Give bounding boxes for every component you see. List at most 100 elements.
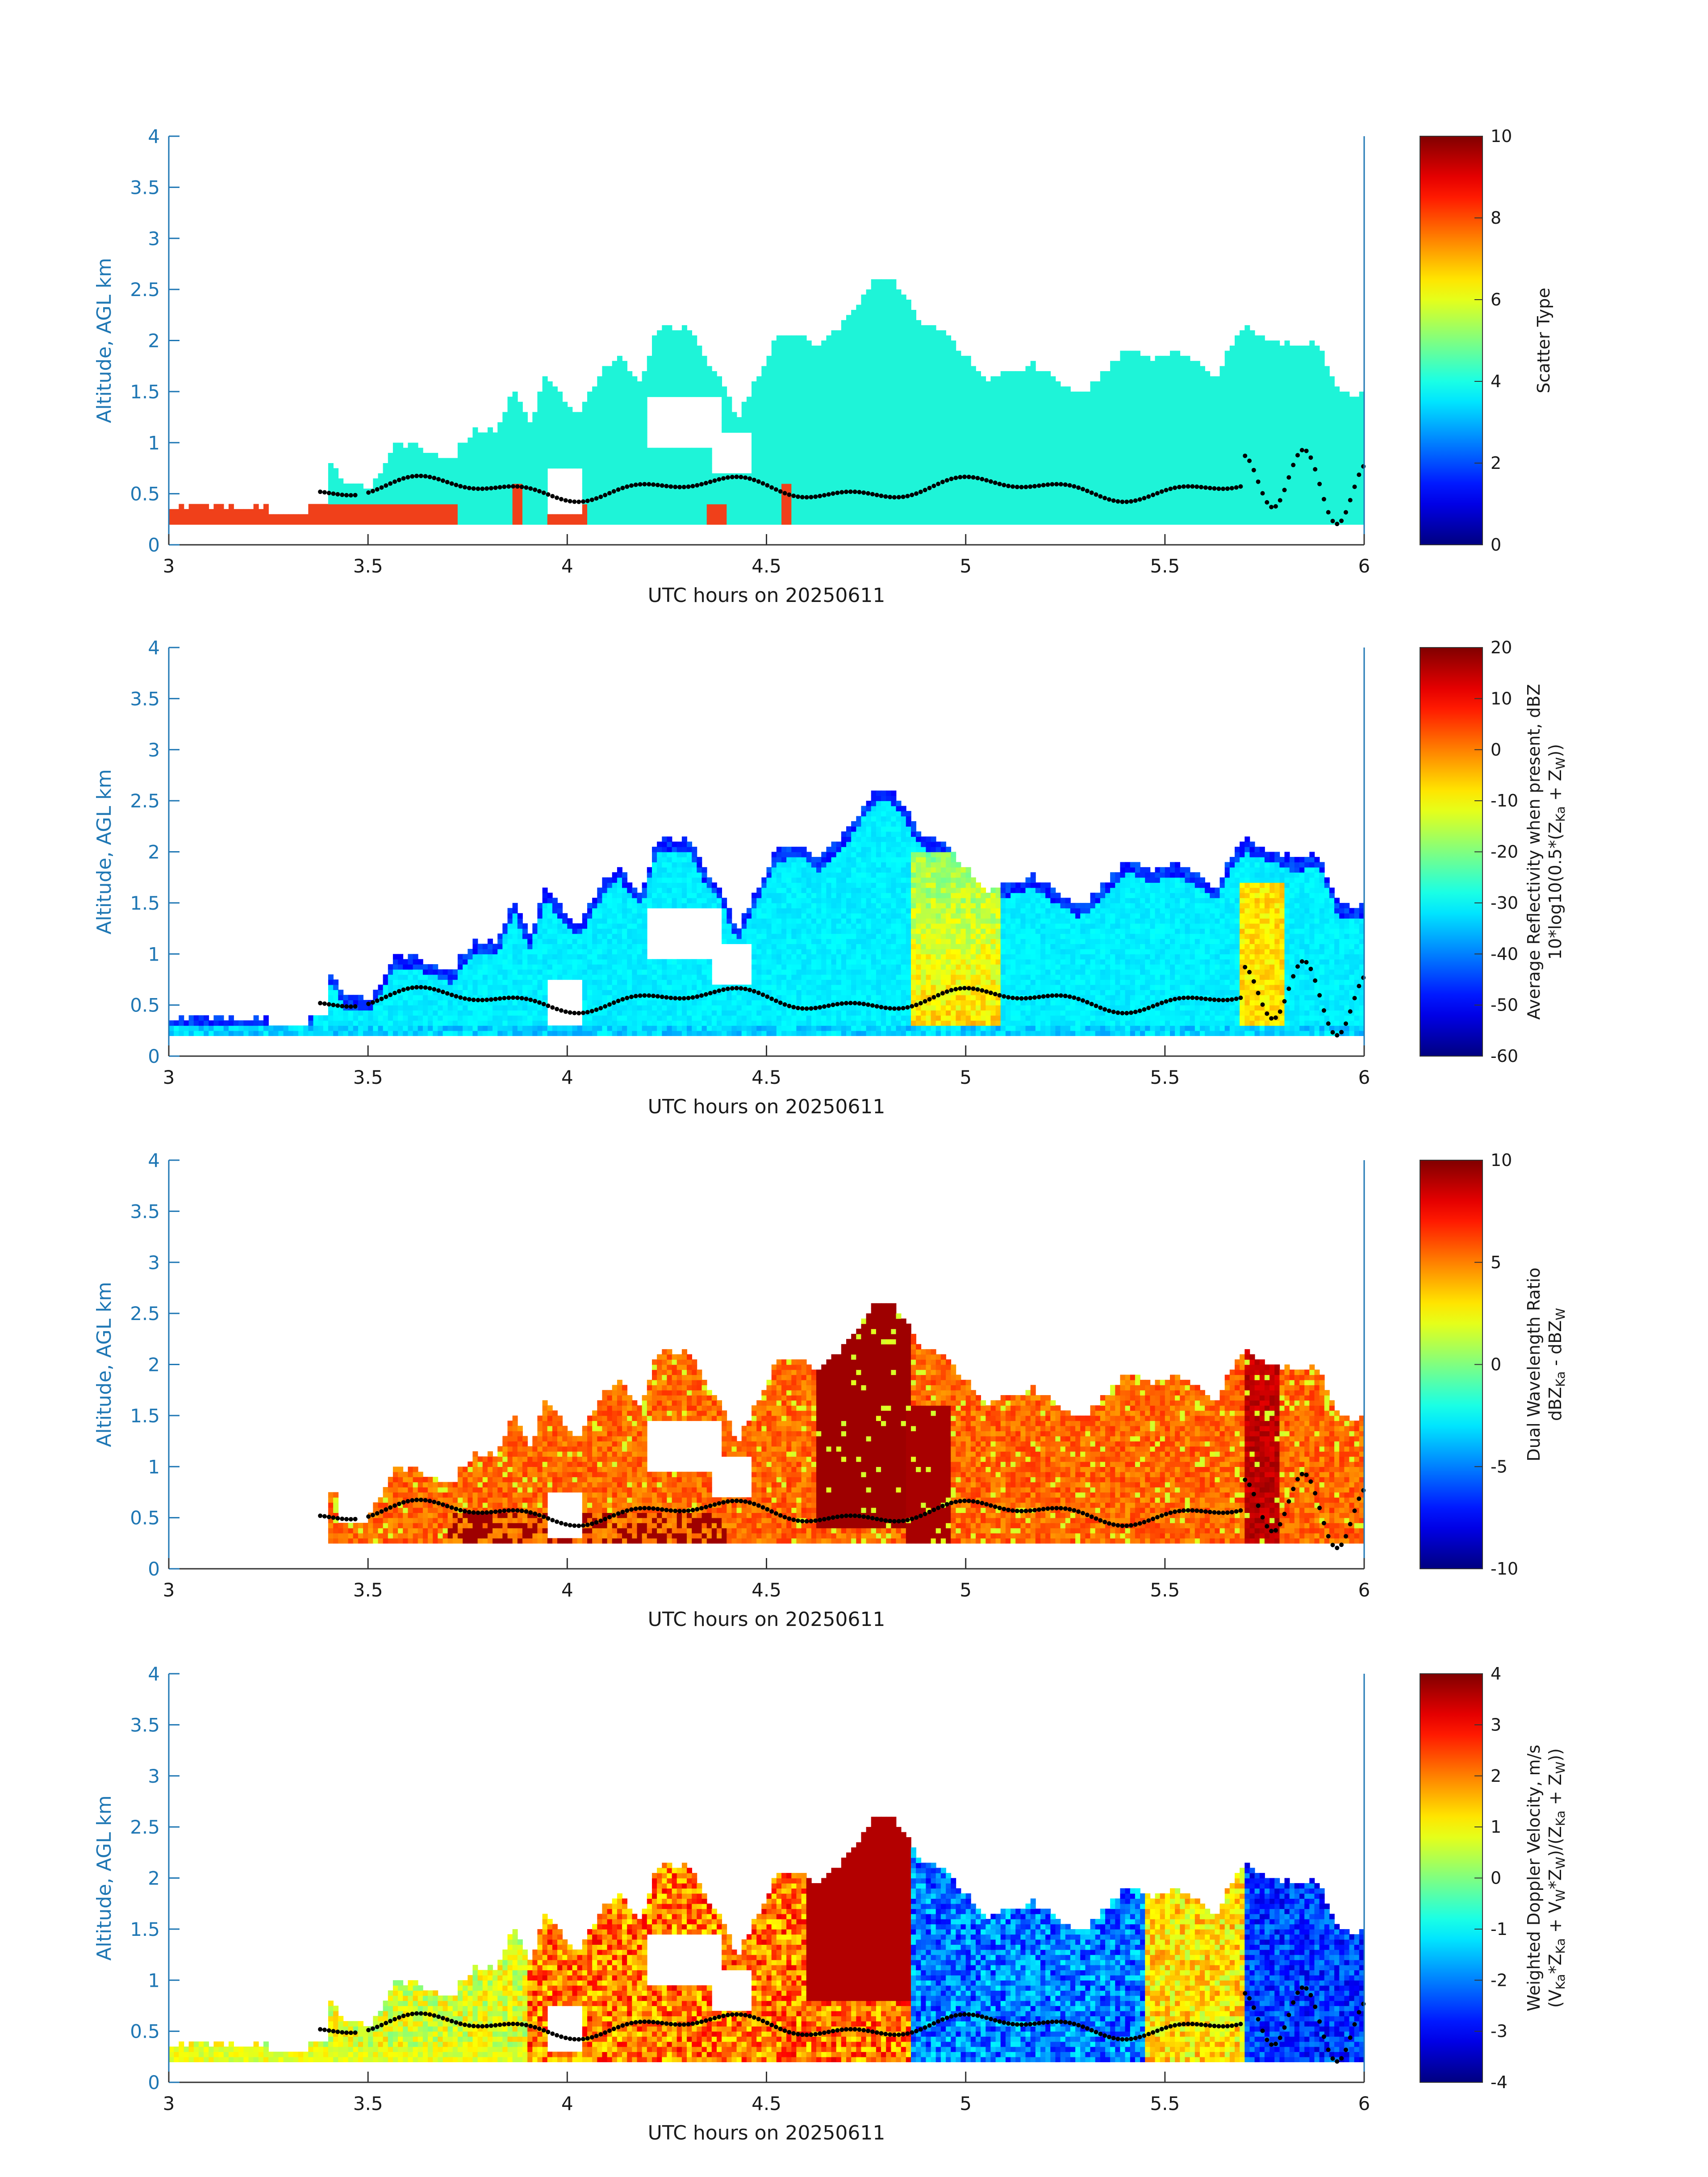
heatmap-cell (1150, 412, 1156, 418)
heatmap-cell (547, 422, 553, 428)
heatmap-cell (990, 432, 996, 438)
heatmap-cell (846, 422, 852, 428)
heatmap-cell (1040, 499, 1046, 505)
heatmap-cell (383, 509, 388, 515)
heatmap-cell (502, 504, 508, 510)
heatmap-cell (502, 412, 508, 418)
heatmap-cell (981, 432, 986, 438)
heatmap-cell (781, 504, 787, 510)
heatmap-cell (816, 397, 822, 402)
heatmap-cell (986, 509, 991, 515)
heatmap-cell (940, 376, 946, 382)
heatmap-cell (791, 345, 797, 351)
heatmap-cell (956, 483, 961, 489)
heatmap-cell (836, 391, 842, 397)
heatmap-cell (612, 509, 618, 515)
heatmap-cell (328, 463, 334, 469)
heatmap-cell (1020, 514, 1026, 520)
heatmap-cell (672, 473, 677, 479)
heatmap-cell (443, 489, 448, 494)
heatmap-cell (1145, 473, 1151, 479)
heatmap-cell (771, 361, 777, 367)
heatmap-cell (393, 519, 398, 525)
heatmap-cell (487, 499, 493, 505)
heatmap-cell (1170, 473, 1175, 479)
heatmap-cell (1170, 499, 1175, 505)
heatmap-cell (1045, 458, 1051, 464)
heatmap-cell (771, 447, 777, 453)
heatmap-cell (228, 514, 234, 520)
heatmap-cell (697, 499, 702, 505)
heatmap-cell (692, 493, 697, 499)
heatmap-cell (796, 483, 802, 489)
heatmap-cell (821, 514, 827, 520)
heatmap-cell (283, 514, 289, 520)
heatmap-cell (746, 401, 752, 407)
heatmap-cell (1055, 473, 1061, 479)
heatmap-cell (791, 335, 797, 341)
heatmap-cell (1075, 489, 1081, 494)
heatmap-cell (781, 335, 787, 341)
heatmap-cell (761, 509, 767, 515)
heatmap-cell (612, 473, 618, 479)
heatmap-cell (587, 478, 593, 484)
heatmap-cell (403, 483, 409, 489)
heatmap-cell (1180, 499, 1186, 505)
heatmap-cell (697, 366, 702, 372)
heatmap-cell (308, 514, 314, 520)
heatmap-cell (607, 422, 613, 428)
heatmap-cell (1175, 381, 1181, 387)
heatmap-cell (562, 417, 568, 423)
heatmap-cell (791, 391, 797, 397)
heatmap-cell (1215, 397, 1220, 402)
heatmap-cell (1005, 401, 1011, 407)
heatmap-cell (303, 519, 309, 525)
heatmap-cell (1000, 509, 1006, 515)
heatmap-cell (816, 432, 822, 438)
heatmap-cell (1095, 504, 1101, 510)
heatmap-cell (806, 417, 812, 423)
heatmap-cell (1020, 489, 1026, 494)
heatmap-cell (438, 504, 443, 510)
heatmap-cell (1180, 376, 1186, 382)
heatmap-cell (841, 407, 847, 413)
heatmap-cell (741, 504, 747, 510)
heatmap-cell (921, 335, 927, 341)
heatmap-cell (677, 366, 682, 372)
heatmap-cell (896, 499, 902, 505)
heatmap-cell (1215, 391, 1220, 397)
heatmap-cell (791, 458, 797, 464)
heatmap-cell (940, 340, 946, 346)
heatmap-cell (990, 376, 996, 382)
heatmap-cell (1050, 427, 1056, 433)
heatmap-cell (1080, 432, 1086, 438)
heatmap-cell (398, 443, 404, 448)
heatmap-cell (562, 453, 568, 459)
heatmap-cell (1185, 397, 1190, 402)
heatmap-cell (1135, 504, 1140, 510)
heatmap-cell (667, 458, 672, 464)
heatmap-cell (846, 417, 852, 423)
heatmap-cell (667, 468, 672, 474)
heatmap-cell (1140, 401, 1146, 407)
heatmap-cell (1145, 371, 1151, 377)
heatmap-cell (1165, 504, 1170, 510)
heatmap-cell (1110, 493, 1116, 499)
heatmap-cell (811, 437, 817, 443)
heatmap-cell (1215, 412, 1220, 418)
heatmap-cell (1145, 422, 1151, 428)
heatmap-cell (931, 397, 936, 402)
heatmap-cell (921, 453, 927, 459)
heatmap-cell (1105, 473, 1111, 479)
heatmap-cell (995, 376, 1001, 382)
heatmap-cell (174, 509, 180, 515)
heatmap-cell (617, 355, 622, 361)
heatmap-cell (1085, 427, 1091, 433)
heatmap-cell (856, 340, 862, 346)
heatmap-cell (607, 432, 613, 438)
heatmap-cell (896, 340, 902, 346)
heatmap-cell (911, 509, 916, 515)
heatmap-cell (1090, 509, 1096, 515)
heatmap-cell (288, 514, 294, 520)
heatmap-cell (627, 432, 633, 438)
